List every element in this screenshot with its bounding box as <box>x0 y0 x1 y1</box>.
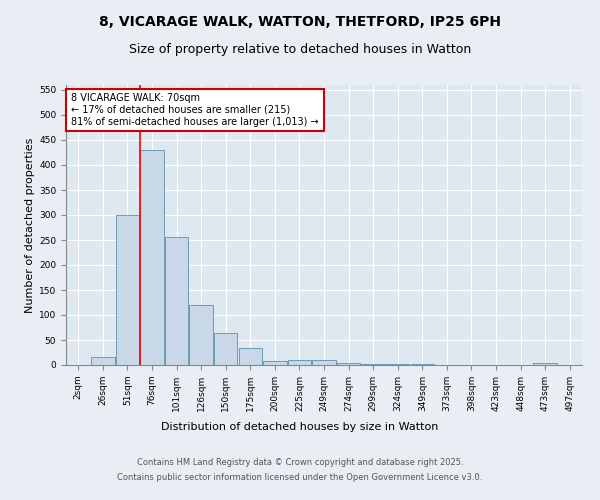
Bar <box>361 364 385 365</box>
Bar <box>91 356 115 365</box>
Bar <box>288 360 311 365</box>
Bar <box>313 360 335 365</box>
Bar <box>410 364 434 365</box>
Bar <box>263 361 287 365</box>
Text: 8, VICARAGE WALK, WATTON, THETFORD, IP25 6PH: 8, VICARAGE WALK, WATTON, THETFORD, IP25… <box>99 15 501 29</box>
Bar <box>337 362 360 365</box>
Bar <box>386 364 409 365</box>
Bar <box>165 238 188 365</box>
Y-axis label: Number of detached properties: Number of detached properties <box>25 138 35 312</box>
Text: Contains public sector information licensed under the Open Government Licence v3: Contains public sector information licen… <box>118 473 482 482</box>
Bar <box>140 150 164 365</box>
Bar <box>533 362 557 365</box>
Text: Size of property relative to detached houses in Watton: Size of property relative to detached ho… <box>129 42 471 56</box>
Text: 8 VICARAGE WALK: 70sqm
← 17% of detached houses are smaller (215)
81% of semi-de: 8 VICARAGE WALK: 70sqm ← 17% of detached… <box>71 94 319 126</box>
Bar <box>239 348 262 365</box>
Text: Contains HM Land Registry data © Crown copyright and database right 2025.: Contains HM Land Registry data © Crown c… <box>137 458 463 467</box>
Bar <box>190 305 213 365</box>
Text: Distribution of detached houses by size in Watton: Distribution of detached houses by size … <box>161 422 439 432</box>
Bar <box>214 332 238 365</box>
Bar <box>116 215 139 365</box>
